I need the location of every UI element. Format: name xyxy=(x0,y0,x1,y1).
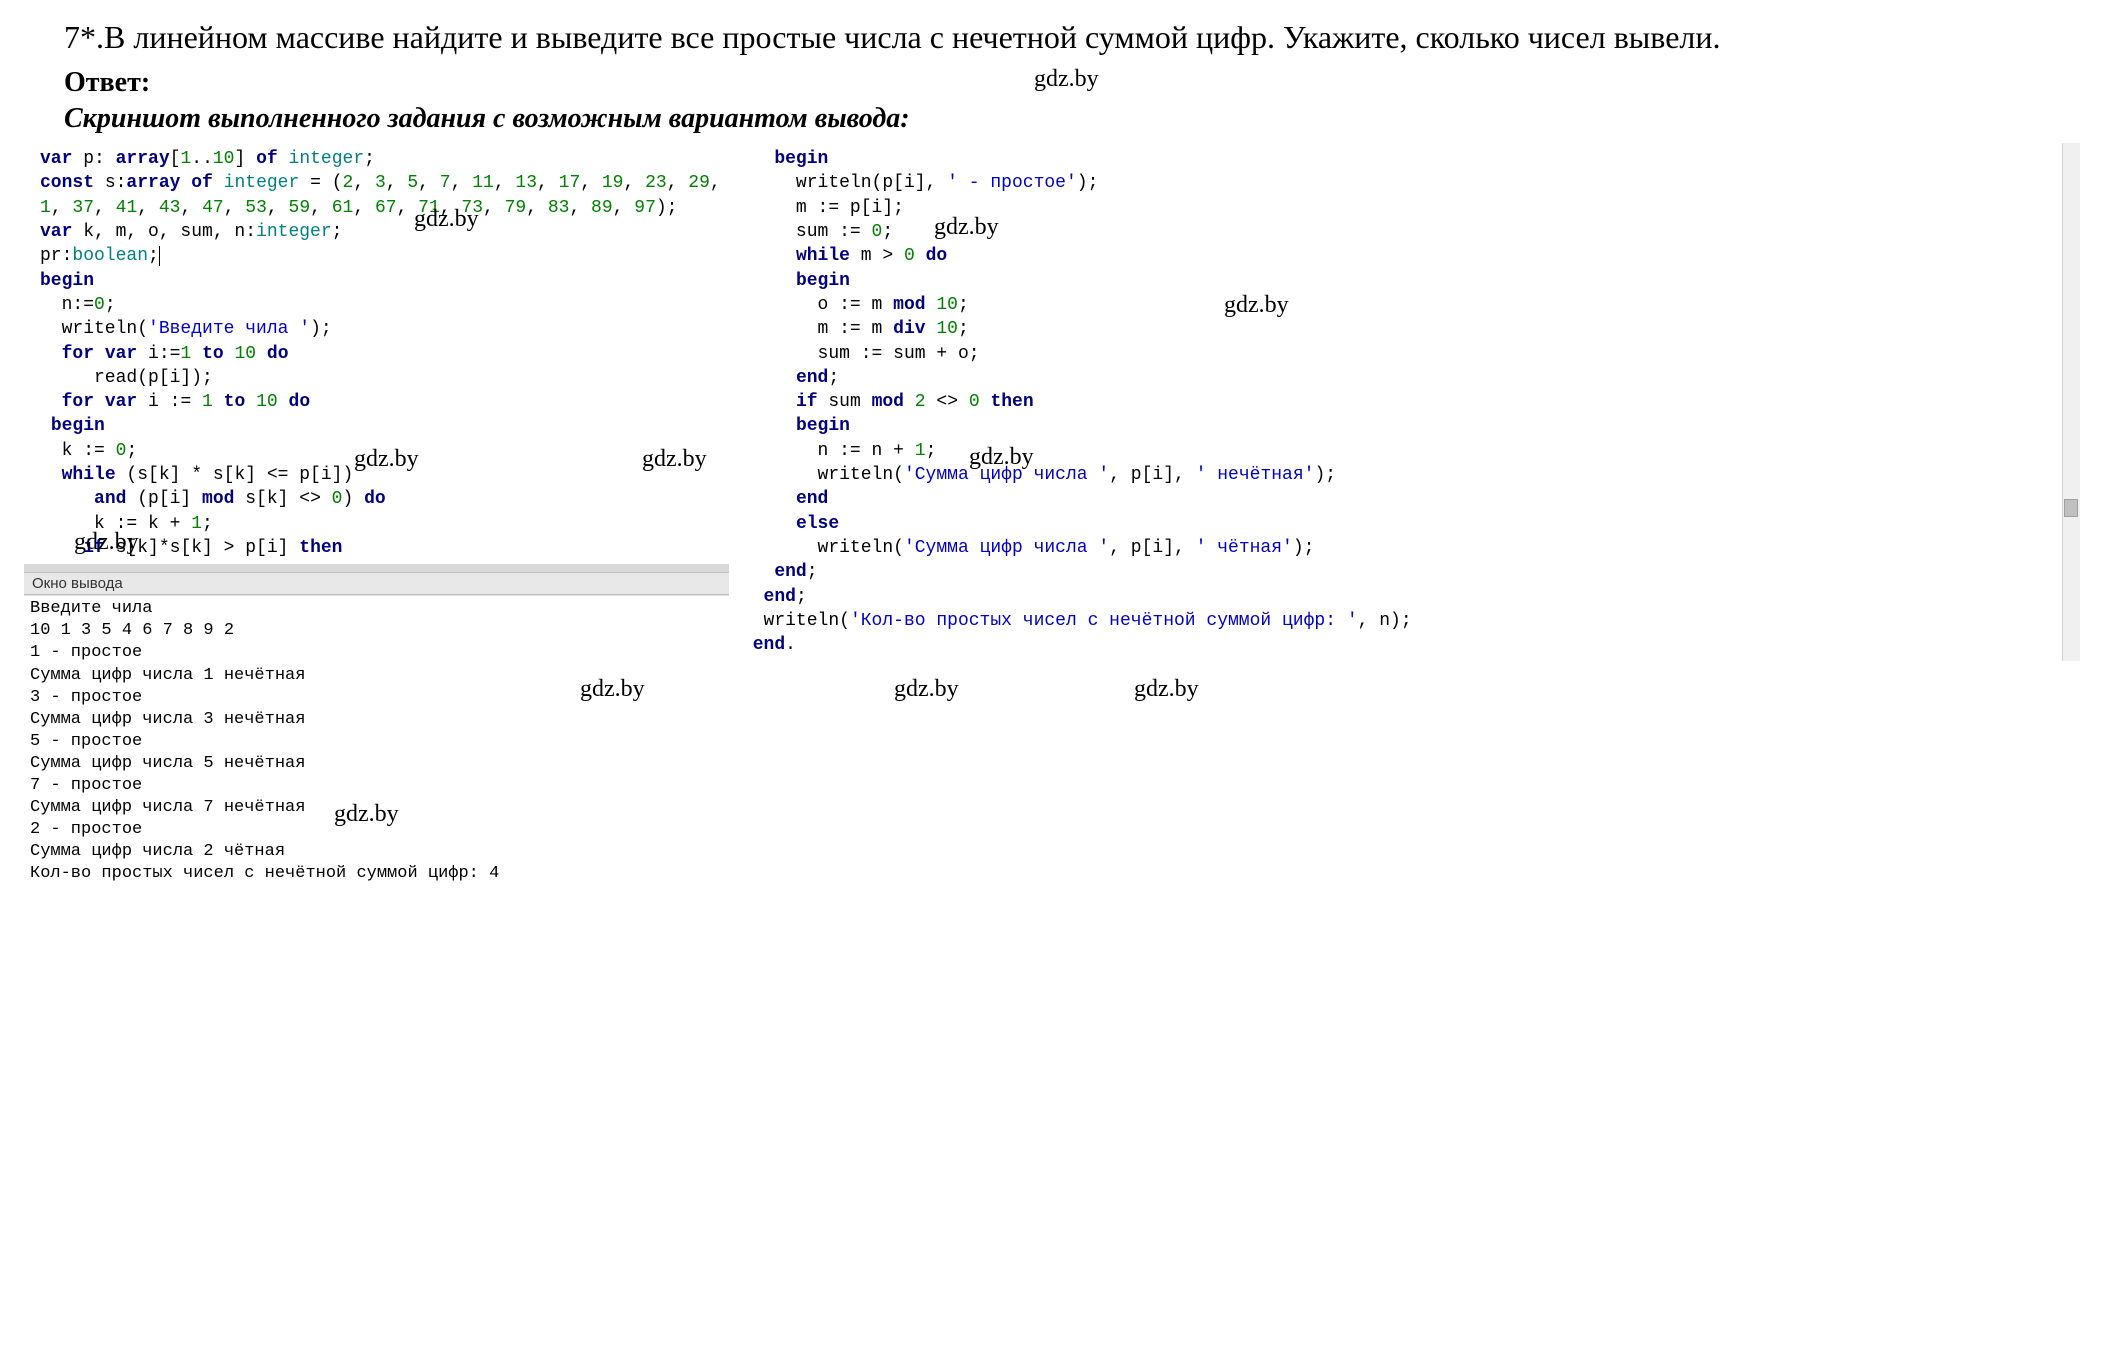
output-pane: Введите чила 10 1 3 5 4 6 7 8 9 2 1 - пр… xyxy=(24,595,729,887)
code-editor-right[interactable]: begin writeln(p[i], ' - простое'); m := … xyxy=(737,143,2080,661)
page-root: 7*.В линейном массиве найдите и выведите… xyxy=(24,16,2080,887)
scrollbar-thumb[interactable] xyxy=(2064,499,2078,517)
screenshot-caption: Скриншот выполненного задания с возможны… xyxy=(64,103,2080,135)
answer-label: Ответ: xyxy=(64,67,2080,99)
code-editor-left[interactable]: var p: array[1..10] of integer; const s:… xyxy=(24,143,729,572)
right-column: begin writeln(p[i], ' - простое'); m := … xyxy=(737,143,2080,887)
problem-text: 7*.В линейном массиве найдите и выведите… xyxy=(24,16,2080,59)
left-column: var p: array[1..10] of integer; const s:… xyxy=(24,143,729,887)
ide-container: var p: array[1..10] of integer; const s:… xyxy=(24,143,2080,887)
output-pane-header[interactable]: Окно вывода xyxy=(24,572,729,595)
vertical-scrollbar[interactable] xyxy=(2062,143,2080,661)
